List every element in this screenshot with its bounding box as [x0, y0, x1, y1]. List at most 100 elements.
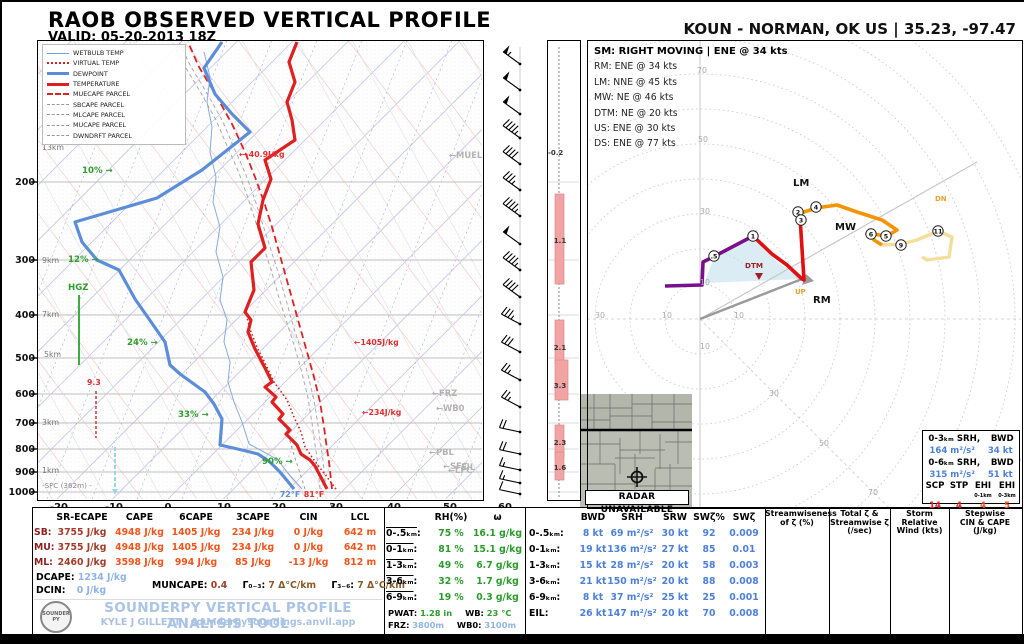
sounderpy-logo: SOUNDER PY [40, 601, 72, 633]
height-marker-label: 6 [869, 230, 874, 238]
g-ringlab-label: 70 [868, 488, 878, 497]
hodograph-ring [587, 108, 911, 507]
barb-full [502, 171, 510, 179]
rh-annotations: 10% → 12% → 24% → 33% → 90% → HGZ [68, 166, 293, 467]
muncape-row: MUNCAPE: 0.4 Γ₀₋₃: 7 Δ°C/km Γ₃₋₆: 7 Δ°C/… [152, 580, 405, 591]
barb-full [505, 173, 513, 181]
g-press-label: 500 [15, 353, 35, 364]
pressure-axis-ticks [31, 181, 37, 493]
table-cell: 70 [702, 608, 716, 619]
mixing-ratio-line [46, 40, 228, 499]
mixing-ratio-line [316, 77, 482, 499]
radar-map-inset [580, 394, 692, 507]
table-cell: 49 % [438, 560, 464, 571]
barb-full [508, 201, 516, 209]
g-press-label: 700 [15, 418, 35, 429]
height-marker-label: 1 [751, 232, 755, 240]
barb-pennant [503, 71, 510, 81]
table-cell: 25 [702, 592, 716, 603]
hodograph-ring-labels: 70 50 30 10 30 10 10 10 30 50 70 [595, 66, 878, 497]
barb-full [508, 255, 516, 263]
omega-bar-value: 1.6 [554, 464, 567, 472]
index-value: 4 [980, 501, 986, 511]
valid-time: VALID: 05-20-2013 18Z [48, 30, 217, 45]
index-header: EHI 0-3km [998, 481, 1016, 500]
g-press-label: 1000 [9, 487, 36, 498]
divider-1 [384, 507, 385, 634]
legend-item: DWNDRFT PARCEL [47, 130, 181, 140]
table-cell: 58 [702, 560, 716, 571]
virtual-temp-curve [246, 317, 337, 490]
legend-item: TEMPERATURE [47, 79, 181, 89]
g-ringlab-label: 50 [698, 135, 708, 144]
muncape-value: 0.4 [210, 580, 228, 591]
g-height-label: -SFC (362m) - [42, 481, 92, 490]
barb-full [502, 441, 507, 451]
g-grayann-label: ←EIL [454, 462, 476, 472]
wind-barb [502, 225, 522, 246]
mixing-ratio-line [226, 40, 408, 499]
storm-motion-line-2: LM: NNE @ 45 kts [594, 76, 677, 88]
wind-barb [498, 457, 522, 472]
index-header: STP [949, 481, 969, 491]
storm-motion-line-3: MW: NE @ 46 kts [594, 92, 674, 104]
wind-barb [501, 334, 522, 354]
moist-adiabat [296, 40, 482, 381]
barb-pennant [503, 45, 510, 55]
isotherm [37, 40, 461, 465]
barb-staff [502, 77, 521, 91]
barb-staff [502, 257, 521, 271]
g-height-label: 13km [42, 143, 64, 152]
table-cell: 0.3 g/kg [476, 592, 519, 603]
omega-bar [554, 359, 569, 401]
table-cell: 1405 J/kg [171, 527, 221, 538]
barb-full [498, 441, 504, 450]
height-marker-label: 11 [934, 227, 943, 235]
lr03-value: 7 Δ°C/km [268, 580, 317, 591]
legend-item: MUCAPE PARCEL [47, 120, 181, 130]
table-cell: 234 J/kg [231, 527, 275, 538]
mixing-ratio-line [361, 192, 482, 499]
divider-3 [765, 507, 766, 634]
table-cell: 6CAPE [179, 512, 213, 523]
barb-staff [502, 177, 521, 191]
omega-labels: -0.2 1.1 2.1 3.3 2.3 1.6 [548, 149, 566, 472]
bwd-0-6-label: BWD [990, 458, 1014, 468]
table-cell: 0.001 [729, 592, 759, 603]
g-press-label: 800 [15, 444, 35, 455]
table-cell [386, 510, 430, 526]
table-cell: 0.003 [729, 560, 759, 571]
table-cell: 0 J/kg [293, 542, 324, 553]
footer-brand: SOUNDERPY VERTICAL PROFILE ANALYSIS TOOL [104, 600, 352, 632]
table-cell: SWζ [732, 512, 756, 523]
barb-staff [501, 396, 521, 408]
table-cell: -13 J/kg [288, 557, 329, 568]
legend-item: MUECAPE PARCEL [47, 89, 181, 99]
wind-barb [501, 362, 522, 382]
barb-staff [499, 449, 521, 455]
table-cell: 15.1 g/kg [472, 544, 523, 555]
barb-full [498, 419, 504, 428]
thermo-table: SR-ECAPE CAPE 6CAPE 3CAPE CIN LCL SB: 3755 J/kg… [34, 510, 384, 570]
storm-motion-line-6: DS: ENE @ 77 kts [594, 138, 676, 150]
hodograph-height-markers: .5 1 23 4 6 5 9 11 [708, 201, 944, 262]
isotherm [2, 40, 17, 499]
footer-divider [34, 599, 382, 600]
omega-bar-value: 2.3 [554, 439, 567, 447]
index-value: 14 [929, 501, 941, 511]
wind-barb [502, 251, 522, 272]
height-marker [810, 201, 822, 213]
table-cell: 16.1 g/kg [472, 528, 523, 539]
g-ringlab-label: 30 [595, 311, 605, 320]
g-grayann-label: ←SFC [443, 461, 468, 471]
lr36-value: 7 Δ°C/km [357, 580, 405, 591]
rm-label: RM [813, 295, 831, 306]
table-cell: 8 kt [582, 592, 604, 603]
storm-motion-line-0: SM: RIGHT MOVING | ENE @ 34 kts [594, 46, 788, 57]
legend-line-sample [47, 135, 69, 137]
height-marker-label: 9 [899, 241, 904, 249]
legend-item: WETBULB TEMP [47, 48, 181, 58]
table-cell: 69 m²/s² [610, 528, 654, 539]
dtm-label: DTM [745, 261, 763, 270]
dry-adiabat [402, 40, 482, 147]
